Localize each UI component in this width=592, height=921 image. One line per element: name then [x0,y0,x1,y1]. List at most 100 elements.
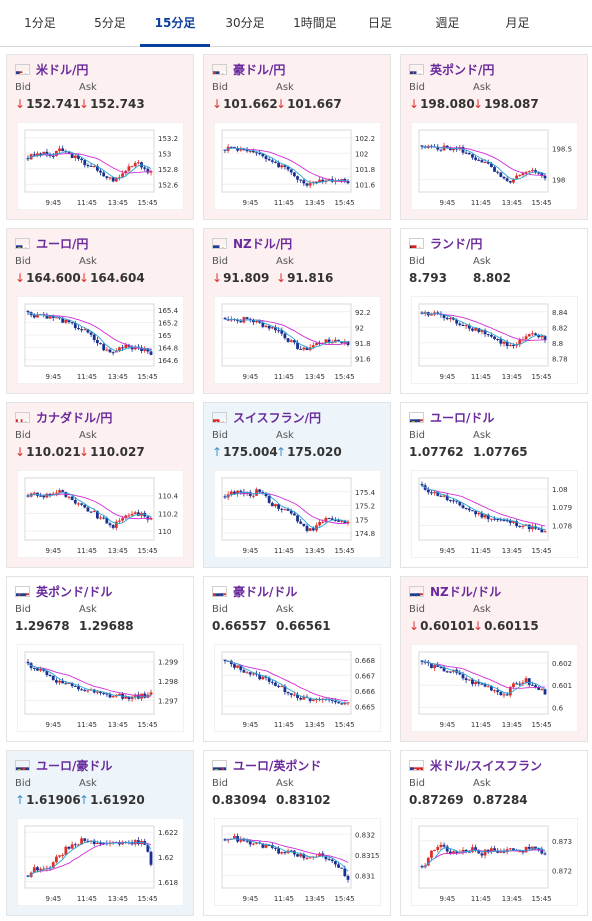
candle-body [32,867,36,873]
mini-chart[interactable]: 1.622 1.62 1.618 9:45 11:45 13:45 15:45 [17,818,184,906]
mini-chart[interactable]: 102.2 102 101.8 101.6 9:45 11:45 13:45 15:45 [214,122,381,210]
currency-card[interactable]: 豪ドル/円 Bid Ask ↓101.662 ↓101.667 102.2 102… [203,54,391,220]
mini-chart[interactable]: 0.873 0.872 9:45 11:45 13:45 15:45 [411,818,578,906]
mini-chart[interactable]: 92.2 92 91.8 91.6 9:45 11:45 13:45 15:45 [214,296,381,384]
pair-name[interactable]: カナダドル/円 [36,410,113,425]
candle-body [296,854,299,857]
y-tick-label: 1.622 [158,829,178,837]
currency-card[interactable]: NZドル/ドル Bid Ask ↓0.60101 ↓0.60115 0.602 0… [400,576,588,742]
currency-card[interactable]: 豪ドル/ドル Bid Ask 0.66557 0.66561 0.668 0.66… [203,576,391,742]
bid-label: Bid [409,430,425,441]
candle-body [121,518,125,521]
mini-chart[interactable]: 175.4 175.2 175 174.8 9:45 11:45 13:45 15:45 [214,470,381,558]
pair-name[interactable]: 豪ドル/ドル [233,584,298,599]
candle-body [512,683,515,688]
candle-body [534,846,537,849]
tab-6[interactable]: 日足 [367,16,392,30]
pair-name[interactable]: 米ドル/スイスフラン [430,758,543,773]
candle-body [296,515,299,522]
pair-name[interactable]: 英ポンド/円 [430,62,495,77]
pair-name[interactable]: 米ドル/円 [36,62,89,77]
mini-chart[interactable]: 0.832 0.8315 0.831 9:45 11:45 13:45 15:45 [214,818,381,906]
currency-card[interactable]: 米ドル/スイスフラン Bid Ask 0.87269 0.87284 0.873… [400,750,588,916]
candle-body [346,341,350,346]
mini-chart[interactable]: 1.299 1.298 1.297 9:45 11:45 13:45 15:45 [17,644,184,732]
tab-5[interactable]: 1時間足 [293,16,337,30]
currency-card[interactable]: 英ポンド/円 Bid Ask ↓198.080 ↓198.087 198.5 19… [400,54,588,220]
candle-body [80,503,84,505]
candle-body [86,165,90,167]
pair-name[interactable]: ユーロ/円 [36,236,89,251]
currency-flag-icon [409,759,424,771]
candle-body [471,847,474,852]
arrow-down-icon: ↓ [276,97,287,111]
price-chart: 92.2 92 91.8 91.6 9:45 11:45 13:45 15:45 [214,296,381,384]
tab-8[interactable]: 月足 [505,16,530,30]
candle-body [305,857,309,859]
candle-body [267,325,271,329]
candle-body [54,492,58,494]
candle-body [512,521,515,523]
currency-card[interactable]: ユーロ/豪ドル Bid Ask ↑1.61906 ↑1.61920 1.622 1… [6,750,194,916]
mini-chart[interactable]: 1.08 1.079 1.078 9:45 11:45 13:45 15:45 [411,470,578,558]
candle-body [467,325,471,329]
candle-body [467,851,471,853]
bid-label: Bid [15,430,31,441]
tab-4[interactable]: 30分足 [225,16,265,30]
card-header: 豪ドル/円 [212,61,285,77]
bid-value: ↓110.021 [15,445,81,459]
candle-body [286,692,290,694]
currency-card[interactable]: 英ポンド/ドル Bid Ask 1.29678 1.29688 1.299 1.2… [6,576,194,742]
candle-body [36,153,39,156]
mini-chart[interactable]: 165.4 165.2 165 164.8 164.6 9:45 11:45 13:45 15:… [17,296,184,384]
mini-chart[interactable]: 198.5 198 9:45 11:45 13:45 15:45 [411,122,578,210]
currency-card[interactable]: ユーロ/ドル Bid Ask 1.07762 1.07765 1.08 1.079… [400,402,588,568]
tab-3[interactable]: 15分足 [140,0,210,47]
tab-1[interactable]: 1分足 [24,16,56,30]
candle-body [343,702,347,705]
tab-7[interactable]: 週足 [435,16,460,30]
candle-body [124,170,128,174]
mini-chart[interactable]: 0.602 0.601 0.6 9:45 11:45 13:45 15:45 [411,644,578,732]
price-chart: 8.84 8.82 8.8 8.78 9:45 11:45 13:45 15:45 [411,296,578,384]
candle-body [251,320,255,323]
pair-name[interactable]: ユーロ/ドル [430,410,495,425]
pair-name[interactable]: NZドル/円 [233,236,293,251]
price-chart: 0.832 0.8315 0.831 9:45 11:45 13:45 15:45 [214,818,381,906]
x-tick-label: 9:45 [243,199,259,207]
pair-name[interactable]: スイスフラン/円 [233,410,322,425]
bid-label: Bid [212,256,228,267]
pair-name[interactable]: 豪ドル/円 [233,62,286,77]
mini-chart[interactable]: 110.4 110.2 110 9:45 11:45 13:45 15:45 [17,470,184,558]
candle-body [493,518,496,520]
arrow-down-icon: ↓ [79,271,90,285]
candle-body [436,146,440,150]
currency-card[interactable]: NZドル/円 Bid Ask ↓91.809 ↓91.816 92.2 92 91.… [203,228,391,394]
currency-card[interactable]: ユーロ/英ポンド Bid Ask 0.83094 0.83102 0.832 0.… [203,750,391,916]
candle-body [92,840,96,845]
moving-average-short [27,311,152,352]
tab-2[interactable]: 5分足 [94,16,126,30]
candle-body [543,531,547,533]
pair-name[interactable]: ユーロ/英ポンド [233,758,322,773]
candle-body [493,690,496,692]
candle-body [245,317,249,319]
currency-card[interactable]: スイスフラン/円 Bid Ask ↑175.004 ↑175.020 175.4… [203,402,391,568]
currency-card[interactable]: ランド/円 Bid Ask 8.793 8.802 8.84 8.82 8.8 8.7… [400,228,588,394]
currency-card[interactable]: カナダドル/円 Bid Ask ↓110.021 ↓110.027 110.4 1… [6,402,194,568]
candle-body [64,319,68,323]
pair-name[interactable]: ユーロ/豪ドル [36,758,113,773]
pair-name[interactable]: 英ポンド/ドル [36,584,113,599]
x-tick-label: 13:45 [305,199,325,207]
pair-name[interactable]: ランド/円 [430,236,483,251]
candle-body [258,320,262,323]
mini-chart[interactable]: 8.84 8.82 8.8 8.78 9:45 11:45 13:45 15:45 [411,296,578,384]
candle-body [324,339,328,343]
mini-chart[interactable]: 153.2 153 152.8 152.6 9:45 11:45 13:45 15:45 [17,122,184,210]
currency-card[interactable]: ユーロ/円 Bid Ask ↓164.600 ↓164.604 165.4 165… [6,228,194,394]
candle-body [333,519,337,521]
currency-card[interactable]: 米ドル/円 Bid Ask ↓152.741 ↓152.743 153.2 153… [6,54,194,220]
mini-chart[interactable]: 0.668 0.667 0.666 0.665 9:45 11:45 13:45 15:45 [214,644,381,732]
pair-name[interactable]: NZドル/ドル [430,584,502,599]
candle-body [483,162,487,164]
